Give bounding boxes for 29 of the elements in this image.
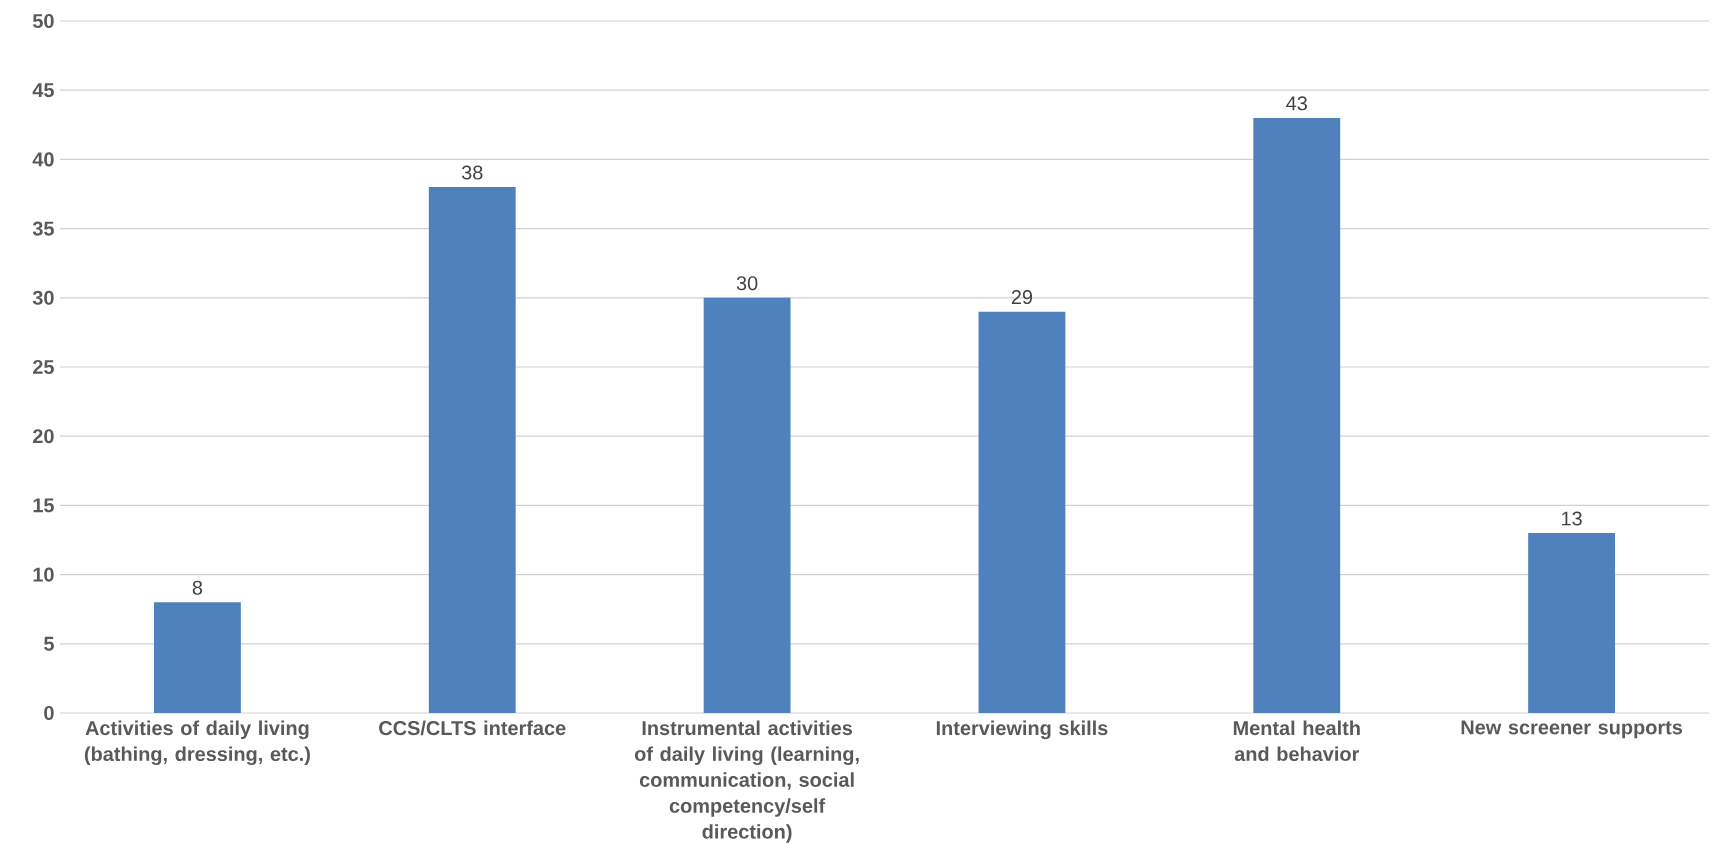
x-tick-label: New screener supports [1461,720,1683,739]
y-tick-label: 35 [32,221,54,236]
y-tick-label: 40 [32,152,54,167]
x-tick-label: CCS/CLTS interface [379,720,566,736]
bar [703,297,791,713]
data-label: 29 [1011,290,1033,305]
data-label: 8 [192,580,203,595]
y-tick-label: 25 [33,359,54,375]
x-tick-label: Interviewing skills [936,720,1108,740]
bar [1528,533,1616,713]
y-tick-label: 10 [33,567,54,582]
y-tick-label: 30 [32,290,54,305]
x-tick-label: Instrumental activities of daily living (learning, communication, social competency/self direction) [634,720,859,843]
x-tick-label: Mental health and behavior [1233,720,1360,762]
y-tick-label: 45 [32,83,54,98]
data-label: 43 [1286,96,1307,111]
y-tick-label: 15 [33,498,54,513]
bar [978,311,1066,713]
bar [428,187,516,713]
y-tick-label: 20 [33,429,54,444]
y-tick-label: 0 [44,705,54,721]
data-label: 38 [461,165,483,180]
bar [153,602,241,713]
bar [1253,117,1341,713]
y-tick-label: 5 [44,636,54,651]
x-tick-label: Activities of daily living (bathing, dressing, etc.) [84,720,310,766]
data-label: 30 [736,276,758,291]
data-label: 13 [1562,511,1582,526]
y-tick-label: 50 [32,13,54,29]
